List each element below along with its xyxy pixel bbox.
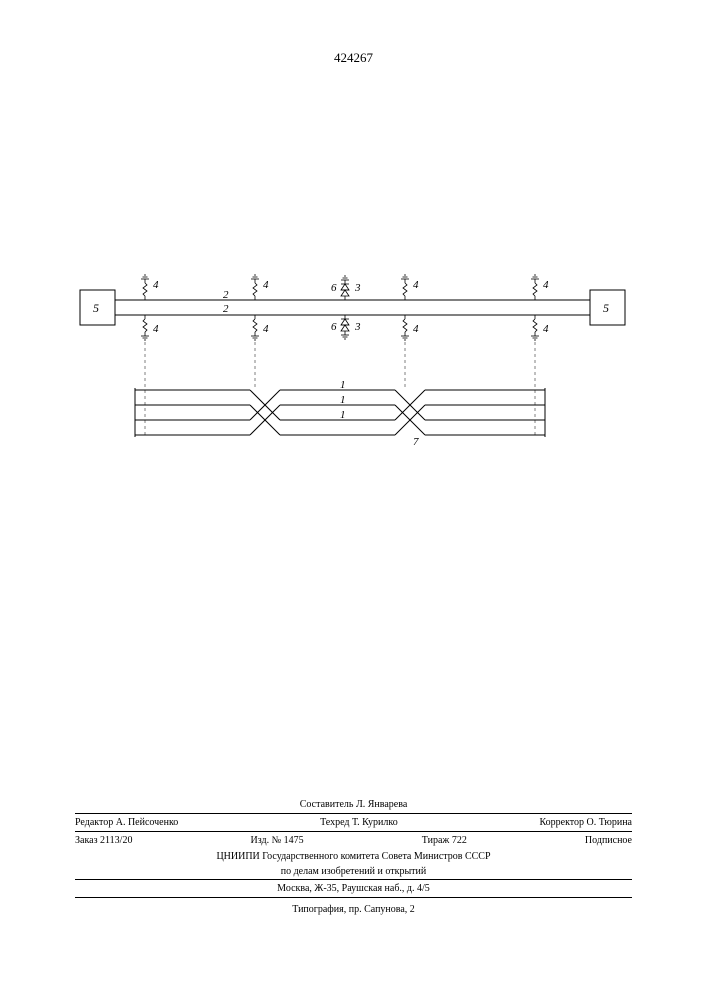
org-line-1: ЦНИИПИ Государственного комитета Совета … bbox=[75, 849, 632, 864]
footer-row-2: Заказ 2113/20 Изд. № 1475 Тираж 722 Подп… bbox=[75, 831, 632, 849]
center-bottom-component bbox=[341, 315, 349, 339]
typography-line: Типография, пр. Сапунова, 2 bbox=[75, 898, 632, 915]
svg-text:2: 2 bbox=[223, 289, 229, 301]
svg-text:4: 4 bbox=[263, 323, 269, 335]
footer: Составитель Л. Январева Редактор А. Пейс… bbox=[75, 799, 632, 915]
edition-number: Изд. № 1475 bbox=[251, 835, 304, 846]
corrector-label: Корректор О. Тюрина bbox=[539, 817, 632, 828]
org-address: Москва, Ж-35, Раушская наб., д. 4/5 bbox=[277, 883, 430, 894]
svg-text:7: 7 bbox=[413, 436, 419, 448]
svg-text:4: 4 bbox=[263, 279, 269, 291]
svg-text:1: 1 bbox=[340, 379, 346, 391]
schematic-diagram: 4 4 4 4 bbox=[75, 260, 630, 460]
svg-text:6: 6 bbox=[331, 321, 337, 333]
svg-text:3: 3 bbox=[354, 282, 361, 294]
page-number: 424267 bbox=[0, 50, 707, 66]
svg-text:1: 1 bbox=[340, 394, 346, 406]
svg-text:4: 4 bbox=[413, 279, 419, 291]
svg-text:5: 5 bbox=[603, 301, 609, 315]
svg-text:4: 4 bbox=[153, 279, 159, 291]
svg-text:1: 1 bbox=[340, 409, 346, 421]
org-line-2: по делам изобретений и открытий bbox=[75, 864, 632, 879]
svg-text:6: 6 bbox=[331, 282, 337, 294]
svg-text:4: 4 bbox=[153, 323, 159, 335]
order-number: Заказ 2113/20 bbox=[75, 835, 132, 846]
center-top-component bbox=[341, 276, 349, 300]
compositor-line: Составитель Л. Январева bbox=[75, 799, 632, 813]
svg-text:3: 3 bbox=[354, 321, 361, 333]
subscription-label: Подписное bbox=[585, 835, 632, 846]
print-run: Тираж 722 bbox=[422, 835, 467, 846]
org-line-3: Москва, Ж-35, Раушская наб., д. 4/5 bbox=[75, 879, 632, 898]
techred-label: Техред Т. Курилко bbox=[320, 817, 398, 828]
svg-text:4: 4 bbox=[543, 279, 549, 291]
editor-label: Редактор А. Пейсоченко bbox=[75, 817, 178, 828]
svg-text:4: 4 bbox=[543, 323, 549, 335]
svg-text:4: 4 bbox=[413, 323, 419, 335]
svg-text:2: 2 bbox=[223, 303, 229, 315]
svg-text:5: 5 bbox=[93, 301, 99, 315]
footer-row-1: Редактор А. Пейсоченко Техред Т. Курилко… bbox=[75, 813, 632, 831]
